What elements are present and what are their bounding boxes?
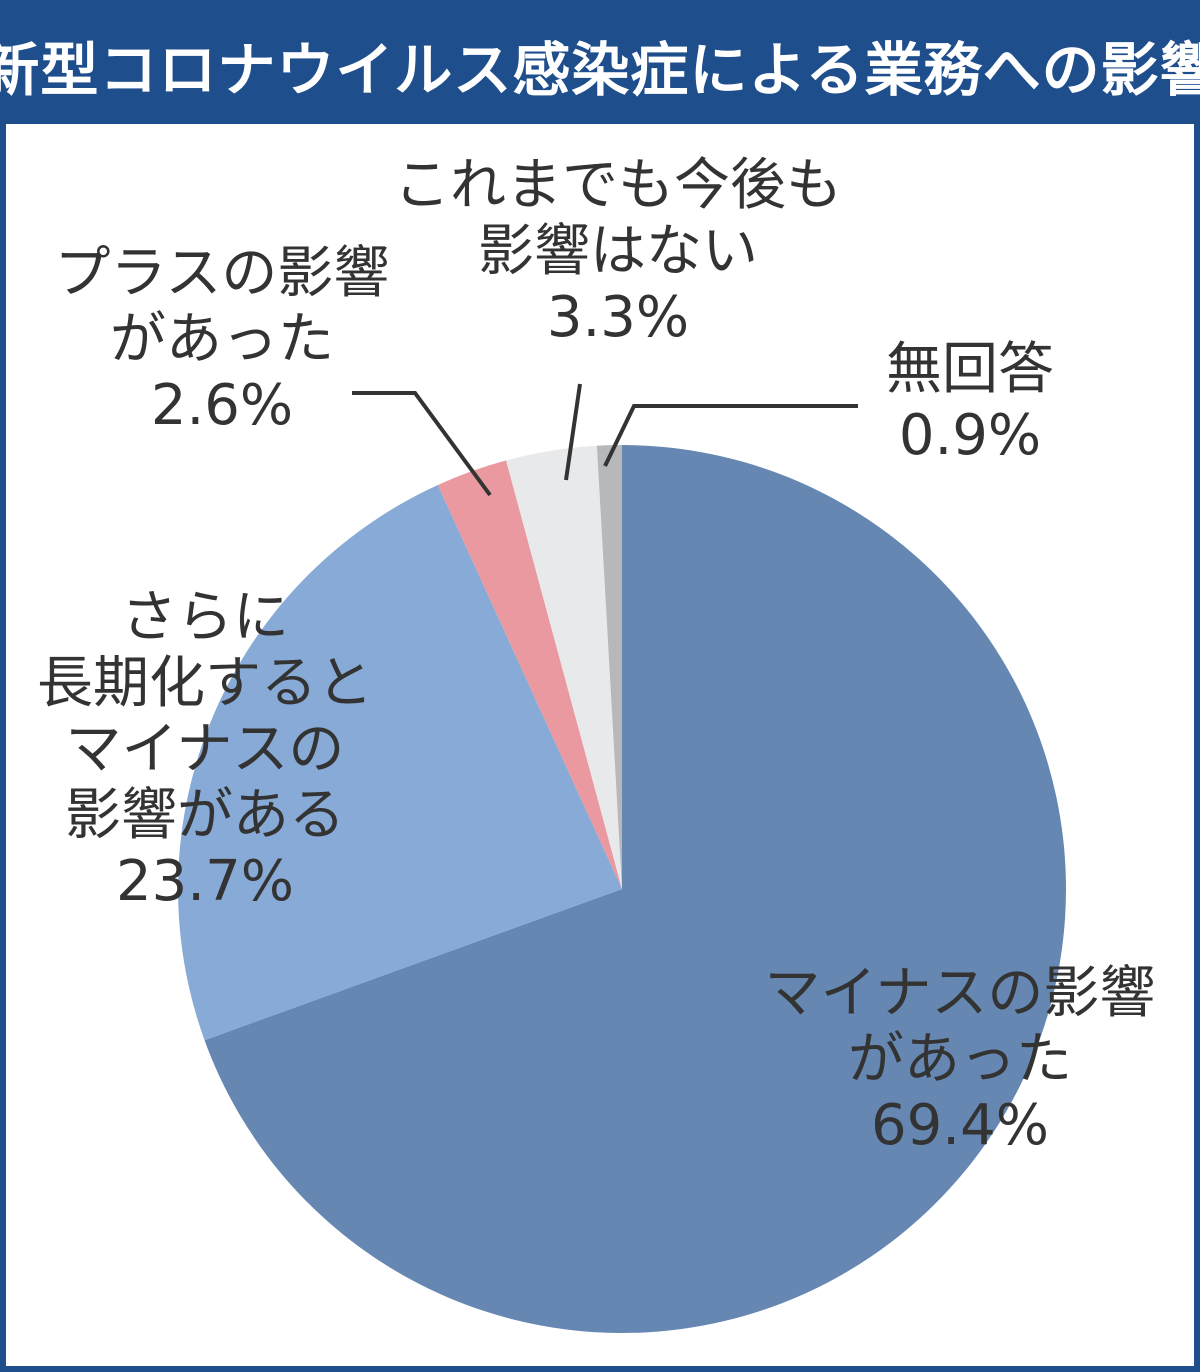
slice-value-label: 69.4% <box>871 1093 1049 1158</box>
slice-category-label: 影響がある <box>65 783 345 848</box>
slice-value-label: 3.3% <box>547 285 689 350</box>
slice-no-answer <box>596 444 622 889</box>
leader-line <box>564 383 582 481</box>
slice-category-label: があった <box>110 307 334 372</box>
slice-category-label: があった <box>848 1027 1072 1092</box>
slice-category-label: 無回答 <box>886 337 1054 402</box>
chart-title: 新型コロナウイルス感染症による業務への影響 <box>0 36 1200 104</box>
slice-no-impact <box>506 445 622 889</box>
leader-line <box>603 404 858 467</box>
leader-line <box>352 391 492 497</box>
slice-category-label: 影響はない <box>478 219 758 284</box>
slice-category-label: マイナスの影響 <box>765 961 1156 1026</box>
slice-category-label: さらに <box>121 585 289 650</box>
slice-value-label: 23.7% <box>116 849 294 914</box>
slice-plus-impact <box>437 460 622 889</box>
slice-category-label: これまでも今後も <box>394 153 842 218</box>
slice-value-label: 2.6% <box>151 373 293 438</box>
slice-value-label: 0.9% <box>899 403 1041 468</box>
title-bar: 新型コロナウイルス感染症による業務への影響 <box>0 6 1200 124</box>
slice-category-label: 長期化すると <box>37 651 373 716</box>
slice-longer-term-minus <box>178 484 622 1041</box>
slice-category-label: マイナスの <box>66 717 345 782</box>
slice-category-label: プラスの影響 <box>55 241 390 306</box>
slice-minus-impact <box>204 445 1067 1333</box>
